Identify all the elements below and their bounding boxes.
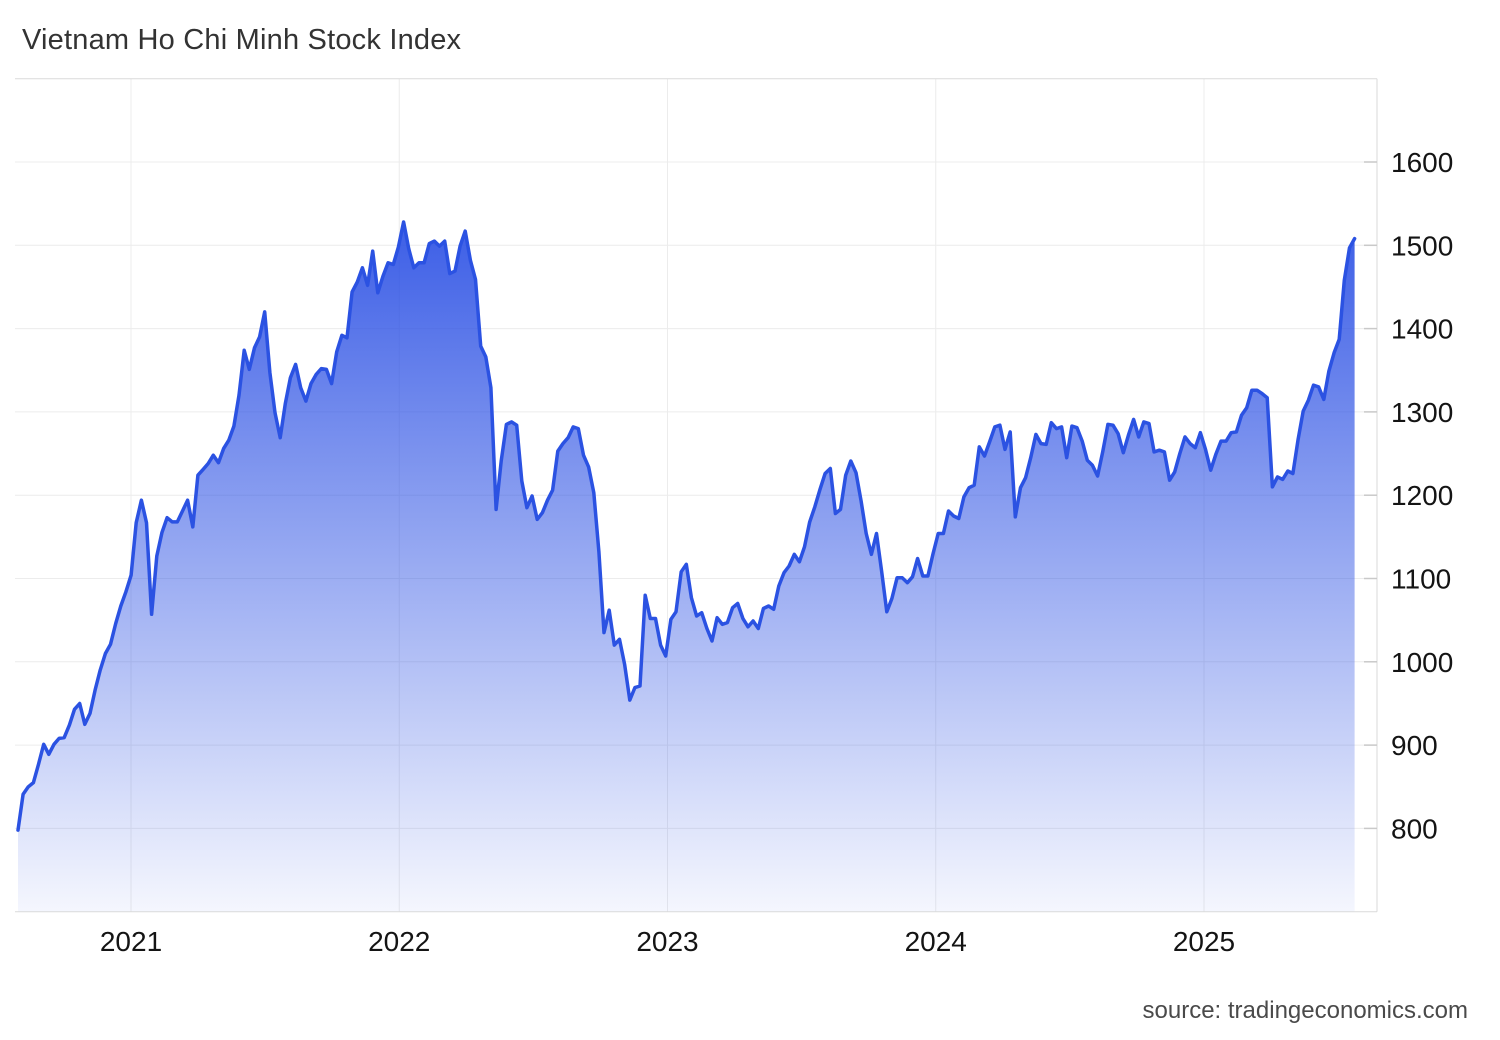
y-tick-label: 1600 <box>1391 147 1453 178</box>
chart-title: Vietnam Ho Chi Minh Stock Index <box>22 24 462 56</box>
x-tick-label: 2023 <box>636 926 698 957</box>
y-tick-label: 1200 <box>1391 480 1453 511</box>
y-tick-label: 1000 <box>1391 647 1453 678</box>
plot-area[interactable] <box>15 79 1377 912</box>
price-line <box>16 220 1357 832</box>
y-tick-label: 900 <box>1391 730 1438 761</box>
x-tick-label: 2021 <box>100 926 162 957</box>
x-tick-label: 2025 <box>1173 926 1235 957</box>
y-tick-label: 1300 <box>1391 397 1453 428</box>
y-tick-label: 1400 <box>1391 314 1453 345</box>
y-tick-label: 1500 <box>1391 230 1453 261</box>
source-attribution: source: tradingeconomics.com <box>1142 997 1468 1024</box>
x-tick-label: 2022 <box>368 926 430 957</box>
y-tick-label: 800 <box>1391 813 1438 844</box>
x-tick-label: 2024 <box>905 926 967 957</box>
y-tick-label: 1100 <box>1391 564 1451 595</box>
